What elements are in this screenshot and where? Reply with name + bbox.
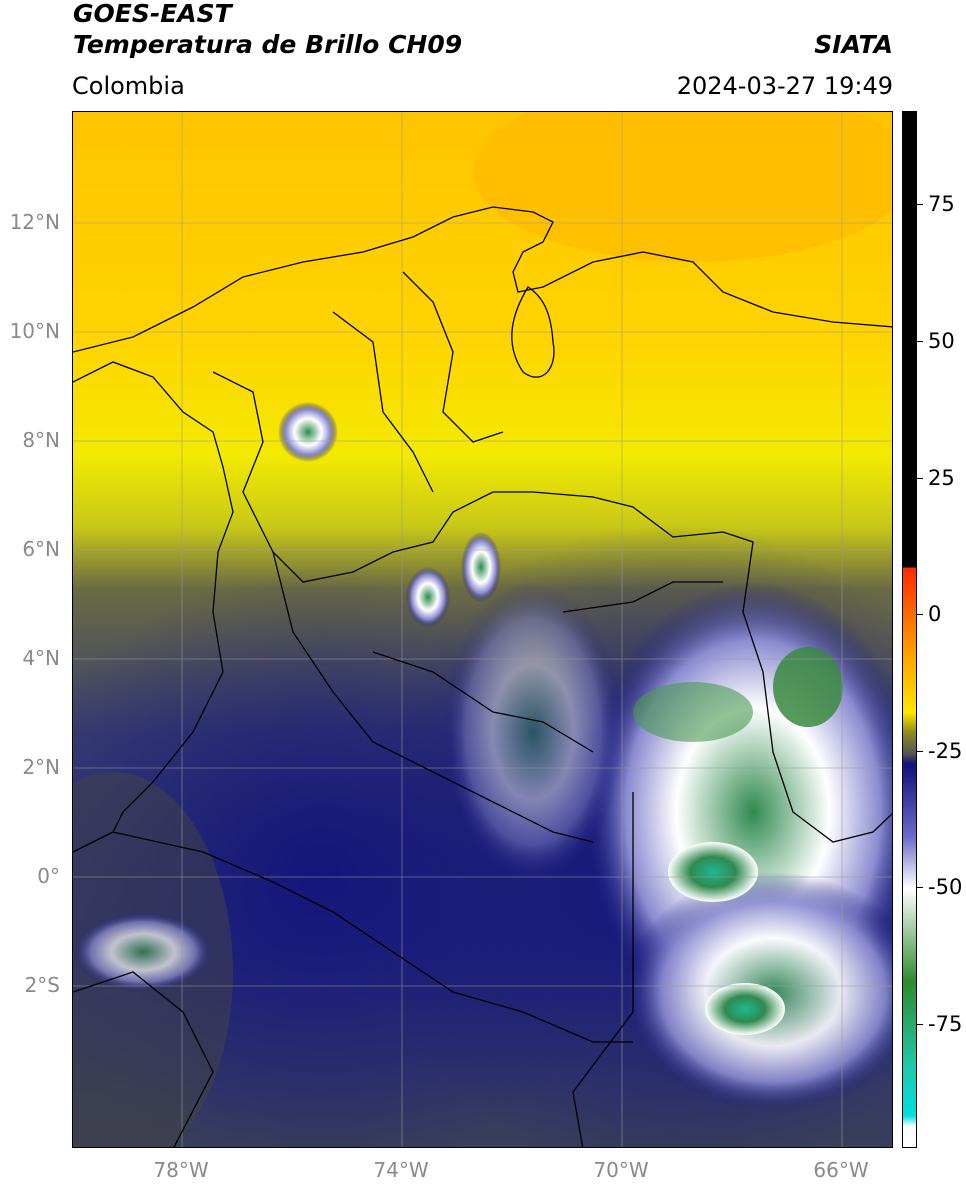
lat-label-8n: 8°N — [22, 428, 60, 452]
department-lines-1 — [212, 371, 494, 583]
title-satellite: GOES-EAST — [73, 0, 232, 28]
department-lines-5 — [372, 651, 594, 753]
datetime-label: 2024-03-27 19:49 — [676, 72, 893, 100]
colorbar-tick-50 — [917, 341, 923, 342]
lon-label-66w: 66°W — [813, 1158, 869, 1182]
colombia-peru-border — [112, 831, 633, 1043]
convective-cell-north — [278, 402, 338, 462]
lat-label-2n: 2°N — [22, 755, 60, 779]
colorbar-label-50: 50 — [928, 329, 955, 353]
title-product: Temperatura de Brillo CH09 — [73, 30, 463, 59]
convective-cell-central-2 — [406, 567, 450, 627]
colorbar-tick-minus50 — [917, 887, 923, 888]
agency-label: SIATA — [814, 30, 893, 59]
graticule — [73, 112, 892, 1147]
department-lines-2 — [272, 551, 594, 843]
colombia-venezuela-border — [493, 491, 892, 843]
department-lines-4 — [402, 271, 504, 443]
convective-cell-pacific — [73, 912, 213, 992]
colorbar-label-minus25: -25 — [928, 739, 963, 763]
colorbar-tick-0 — [917, 614, 923, 615]
region-label: Colombia — [72, 72, 185, 100]
boundaries — [73, 206, 892, 1147]
colorbar-tick-25 — [917, 478, 923, 479]
ecuador-peru-border — [73, 971, 214, 1147]
colorbar-tick-minus75 — [917, 1024, 923, 1025]
lat-label-0: 0° — [37, 864, 60, 888]
llanos-border — [562, 581, 723, 613]
convective-cell-central — [461, 532, 501, 602]
cold-core-3 — [773, 647, 843, 727]
cold-core-4 — [633, 682, 753, 742]
lake-maracaibo — [511, 286, 555, 378]
satellite-map — [72, 111, 893, 1148]
map-canvas — [73, 112, 892, 1147]
department-lines-3 — [332, 311, 434, 493]
lat-label-10n: 10°N — [9, 319, 60, 343]
lon-label-78w: 78°W — [153, 1158, 209, 1182]
lon-label-74w: 74°W — [373, 1158, 429, 1182]
cloud-band-llanos — [443, 582, 623, 882]
colorbar-tick-minus25 — [917, 751, 923, 752]
colorbar-label-0: 0 — [928, 602, 942, 626]
colorbar-label-75: 75 — [928, 192, 955, 216]
lat-label-2s: 2°S — [24, 973, 60, 997]
colombia-brazil-border — [572, 792, 634, 1147]
cold-core-2 — [705, 983, 785, 1035]
lat-label-4n: 4°N — [22, 646, 60, 670]
cold-core-1 — [668, 842, 758, 902]
warm-region — [473, 112, 892, 262]
colorbar — [902, 111, 917, 1148]
pacific-coastline — [73, 361, 234, 853]
colorbar-label-25: 25 — [928, 466, 955, 490]
lon-label-70w: 70°W — [593, 1158, 649, 1182]
lat-label-12n: 12°N — [9, 210, 60, 234]
caribbean-coastline — [73, 206, 892, 353]
colorbar-label-minus50: -50 — [928, 875, 963, 899]
colorbar-tick-75 — [917, 204, 923, 205]
colorbar-label-minus75: -75 — [928, 1012, 963, 1036]
lat-label-6n: 6°N — [22, 537, 60, 561]
